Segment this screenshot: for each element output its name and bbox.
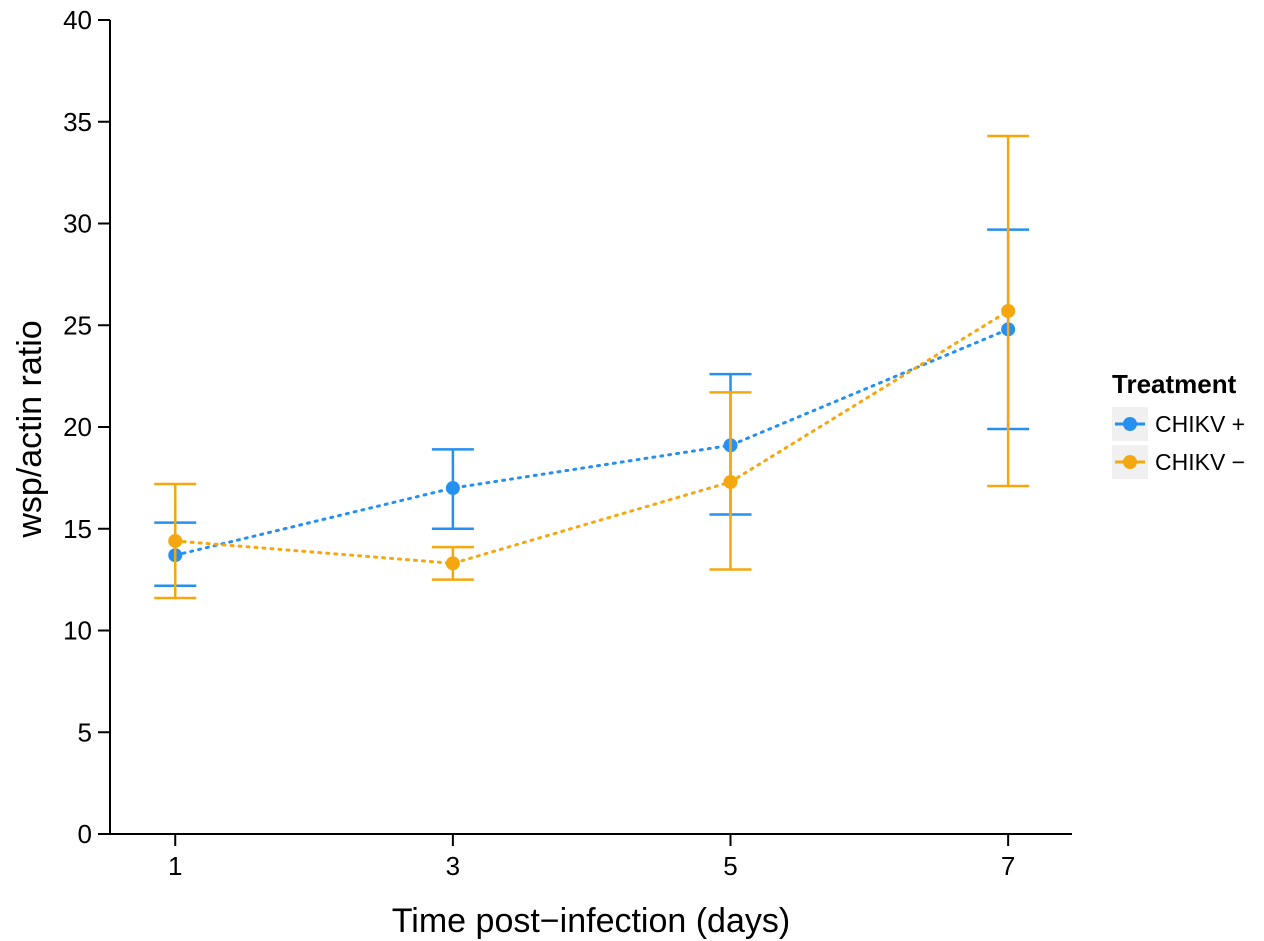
y-tick-label: 5 bbox=[78, 717, 92, 747]
y-tick-label: 20 bbox=[63, 412, 92, 442]
series-line bbox=[173, 327, 1010, 557]
y-tick-label: 0 bbox=[78, 819, 92, 849]
series-1 bbox=[154, 134, 1030, 600]
y-tick-label: 15 bbox=[63, 514, 92, 544]
legend-key-point bbox=[1123, 455, 1137, 469]
data-point bbox=[723, 474, 738, 489]
x-tick-label: 7 bbox=[1001, 851, 1015, 881]
y-tick-label: 10 bbox=[63, 616, 92, 646]
data-point bbox=[445, 481, 460, 496]
data-point bbox=[1001, 304, 1016, 319]
x-axis-title: Time post−infection (days) bbox=[392, 902, 790, 940]
series-0 bbox=[154, 228, 1030, 587]
y-tick-label: 35 bbox=[63, 107, 92, 137]
y-tick-label: 30 bbox=[63, 209, 92, 239]
data-point bbox=[445, 556, 460, 571]
plot-area bbox=[154, 134, 1030, 600]
legend: Treatment CHIKV + CHIKV − bbox=[1112, 369, 1245, 479]
x-tick-label: 1 bbox=[168, 851, 182, 881]
legend-item: CHIKV − bbox=[1112, 445, 1245, 479]
legend-item: CHIKV + bbox=[1112, 407, 1245, 441]
x-tick-label: 5 bbox=[723, 851, 737, 881]
y-tick-label: 40 bbox=[63, 5, 92, 35]
y-axis-title: wsp/actin ratio bbox=[11, 320, 49, 538]
legend-key-point bbox=[1123, 417, 1137, 431]
legend-label: CHIKV − bbox=[1155, 449, 1245, 475]
y-tick-label: 25 bbox=[63, 310, 92, 340]
legend-label: CHIKV + bbox=[1155, 411, 1245, 437]
series-line bbox=[173, 309, 1010, 565]
legend-title: Treatment bbox=[1112, 369, 1237, 399]
x-tick-label: 3 bbox=[446, 851, 460, 881]
data-point bbox=[168, 533, 183, 548]
